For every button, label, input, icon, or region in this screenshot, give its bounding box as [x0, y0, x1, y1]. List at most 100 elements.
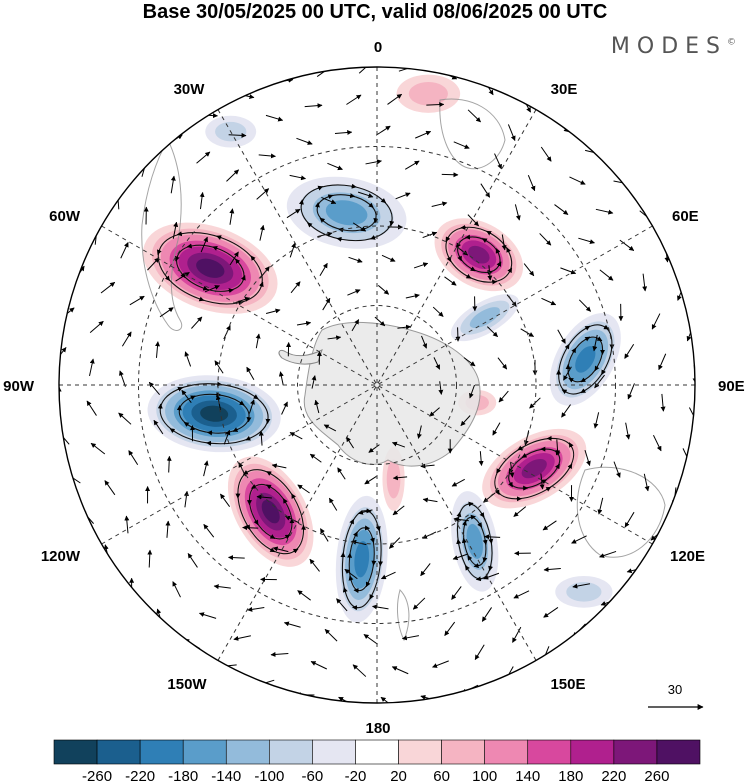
lon-label-30w: 30W — [174, 81, 206, 98]
lon-label-150e: 150E — [550, 676, 585, 693]
wind-arrow — [304, 103, 323, 109]
wind-arrow — [561, 404, 571, 418]
wind-arrow — [297, 484, 310, 494]
wind-arrow — [600, 349, 606, 355]
wind-arrow — [578, 237, 595, 245]
colorbar-tick-label: -220 — [125, 768, 155, 783]
wind-arrow — [364, 476, 377, 485]
wind-arrow — [229, 208, 235, 225]
wind-arrow — [368, 444, 380, 453]
wind-arrow — [297, 590, 311, 601]
wind-arrow — [232, 427, 239, 432]
wind-arrow — [481, 607, 492, 622]
wind-arrow — [380, 571, 396, 580]
wind-arrow — [235, 296, 251, 304]
wind-arrow — [334, 130, 353, 136]
wind-arrow — [464, 234, 471, 240]
brand-text: MODES — [610, 34, 727, 59]
wind-arrow — [594, 374, 605, 389]
wind-arrow — [491, 279, 498, 285]
wind-arrow — [601, 369, 606, 375]
colorbar-swatch — [182, 739, 227, 765]
wind-arrow — [461, 537, 467, 544]
wind-arrow — [555, 439, 561, 456]
wind-arrow — [481, 238, 488, 243]
wind-arrow — [457, 255, 462, 262]
wind-arrow — [278, 371, 284, 386]
wind-arrow — [358, 509, 373, 515]
wind-arrow — [269, 534, 276, 539]
wind-arrow — [592, 334, 598, 352]
wind-arrow — [415, 130, 432, 139]
streamline — [178, 393, 250, 434]
wind-arrow — [543, 607, 559, 618]
australia-outline — [576, 466, 666, 558]
wind-arrow — [468, 501, 474, 507]
meridian-line — [217, 109, 537, 661]
wind-arrow — [183, 490, 189, 508]
wind-arrow — [571, 535, 587, 544]
wind-arrow — [118, 412, 132, 425]
colorbar-tick-label: -60 — [302, 768, 324, 783]
wind-arrow — [479, 512, 485, 518]
wind-arrow — [187, 553, 198, 568]
wind-arrow — [465, 273, 472, 279]
wind-arrow — [381, 254, 396, 262]
colorbar-swatch — [312, 739, 356, 765]
wind-arrow — [272, 546, 289, 553]
wind-arrow — [584, 449, 591, 467]
wind-arrow — [289, 432, 303, 440]
wind-arrow — [497, 357, 508, 370]
wind-arrow — [247, 606, 265, 612]
wind-arrow — [486, 230, 492, 236]
wind-arrow — [541, 479, 547, 485]
wind-arrow — [451, 478, 465, 487]
colorbar-tick-label: -260 — [82, 768, 112, 783]
colorbar-swatch — [570, 739, 615, 765]
wind-arrow — [346, 94, 362, 105]
wind-arrow — [169, 428, 176, 434]
circulation-cell — [156, 231, 264, 306]
wind-arrow — [380, 197, 387, 204]
wind-arrow — [460, 415, 471, 427]
wind-arrow — [175, 272, 190, 282]
wind-arrow — [256, 494, 272, 500]
lon-label-90w: 90W — [3, 378, 35, 395]
colorbar-tick-label: 140 — [515, 768, 540, 783]
wind-arrow — [456, 538, 462, 545]
wind-arrow — [327, 194, 334, 200]
wind-arrow — [444, 276, 457, 286]
wind-arrow — [166, 455, 172, 473]
wind-arrow — [314, 399, 320, 414]
wind-arrow — [233, 635, 251, 641]
wind-arrow — [492, 422, 501, 436]
wind-arrow — [512, 626, 522, 643]
wind-arrow — [456, 511, 462, 518]
contour-band — [575, 346, 596, 373]
wind-arrow — [289, 174, 307, 181]
wind-arrow — [596, 336, 603, 342]
wind-arrow — [347, 289, 361, 296]
antarctica-landmass — [303, 322, 481, 467]
reference-vector: 30 — [648, 682, 704, 710]
wind-arrow — [453, 141, 470, 149]
wind-arrow — [527, 174, 536, 192]
wind-arrow — [246, 366, 255, 380]
wind-arrow — [348, 256, 363, 263]
wind-arrow — [507, 124, 516, 141]
wind-arrow — [253, 394, 259, 400]
colorbar-tick-label: 20 — [390, 768, 407, 783]
colorbar: -260 -220 -180 -140 -100 -60 -20 20 60 100 140 180 2… — [53, 739, 701, 783]
colorbar-tick-label: -20 — [345, 768, 367, 783]
reference-vector-label: 30 — [668, 682, 682, 697]
wind-arrow — [438, 381, 444, 395]
wind-arrow — [181, 389, 192, 403]
wind-arrow — [560, 267, 577, 275]
wind-arrow — [191, 316, 203, 329]
wind-arrow — [401, 635, 419, 641]
wind-arrow — [539, 233, 552, 246]
contour-band — [196, 258, 225, 278]
wind-arrow — [235, 493, 241, 499]
wind-arrow — [541, 297, 557, 306]
wind-arrow — [416, 425, 422, 439]
